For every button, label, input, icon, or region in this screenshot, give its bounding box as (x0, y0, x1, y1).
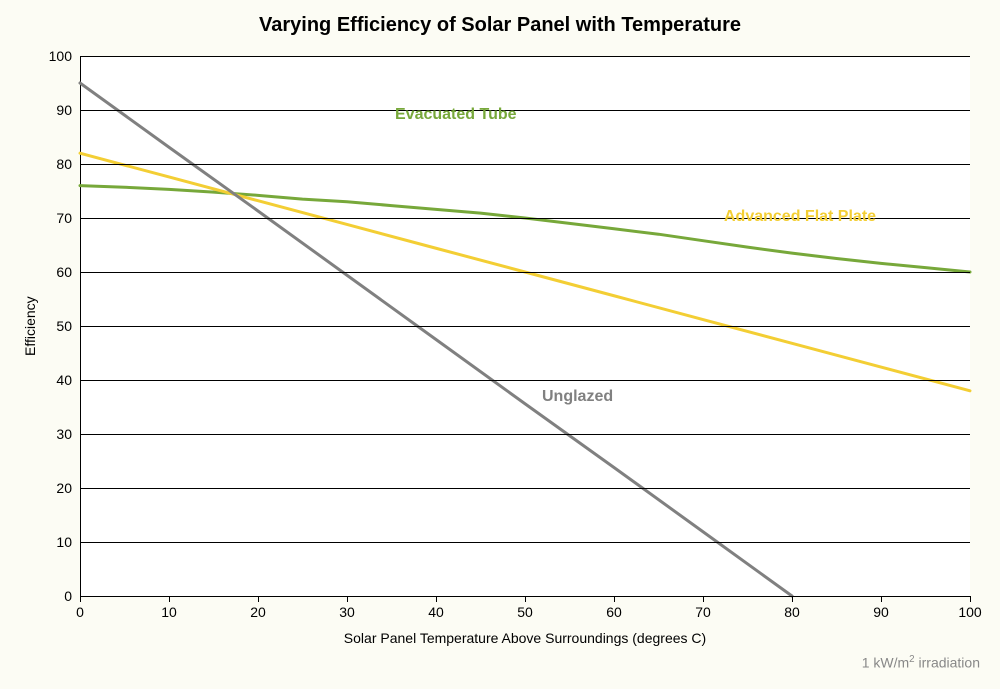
y-tick-label: 0 (64, 588, 72, 604)
y-tick-label: 90 (56, 102, 72, 118)
x-tick-label: 0 (76, 604, 84, 620)
y-tick-label: 20 (56, 480, 72, 496)
series-line (80, 186, 970, 272)
x-tick-label: 70 (695, 604, 711, 620)
x-tick-mark (80, 596, 81, 602)
y-tick-label: 100 (49, 48, 72, 64)
x-tick-mark (436, 596, 437, 602)
x-tick-label: 20 (250, 604, 266, 620)
chart-footnote: 1 kW/m2 irradiation (862, 654, 980, 671)
y-tick-label: 60 (56, 264, 72, 280)
chart-container: Varying Efficiency of Solar Panel with T… (0, 0, 1000, 689)
x-tick-label: 10 (161, 604, 177, 620)
x-tick-label: 90 (873, 604, 889, 620)
x-tick-mark (347, 596, 348, 602)
gridline (80, 488, 970, 489)
gridline (80, 272, 970, 273)
x-tick-label: 50 (517, 604, 533, 620)
y-tick-label: 10 (56, 534, 72, 550)
y-tick-label: 80 (56, 156, 72, 172)
series-label: Evacuated Tube (395, 106, 517, 124)
x-tick-mark (881, 596, 882, 602)
x-tick-label: 40 (428, 604, 444, 620)
gridline (80, 326, 970, 327)
x-tick-mark (970, 596, 971, 602)
x-tick-mark (792, 596, 793, 602)
y-tick-label: 50 (56, 318, 72, 334)
y-tick-label: 70 (56, 210, 72, 226)
x-tick-label: 80 (784, 604, 800, 620)
gridline (80, 434, 970, 435)
x-tick-mark (258, 596, 259, 602)
x-tick-mark (525, 596, 526, 602)
series-line (80, 83, 792, 596)
series-label: Advanced Flat Plate (724, 208, 876, 226)
x-tick-label: 30 (339, 604, 355, 620)
x-tick-label: 60 (606, 604, 622, 620)
gridline (80, 110, 970, 111)
gridline (80, 380, 970, 381)
series-label: Unglazed (542, 388, 613, 406)
x-tick-mark (169, 596, 170, 602)
chart-title: Varying Efficiency of Solar Panel with T… (0, 14, 1000, 37)
y-tick-label: 30 (56, 426, 72, 442)
x-tick-mark (614, 596, 615, 602)
y-tick-label: 40 (56, 372, 72, 388)
gridline (80, 56, 970, 57)
plot-area: 0102030405060708090100010203040506070809… (80, 56, 970, 596)
x-tick-label: 100 (958, 604, 981, 620)
x-axis-label: Solar Panel Temperature Above Surroundin… (80, 630, 970, 646)
gridline (80, 164, 970, 165)
x-tick-mark (703, 596, 704, 602)
gridline (80, 542, 970, 543)
y-axis-label: Efficiency (22, 296, 38, 356)
